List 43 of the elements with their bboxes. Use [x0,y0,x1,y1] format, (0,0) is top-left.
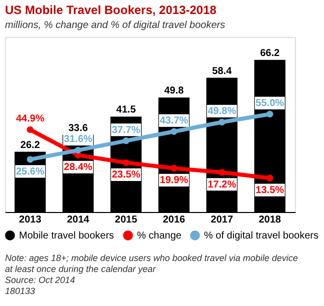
point [170,164,178,172]
data-label: 25.6% [16,166,44,178]
data-label: 19.9% [160,175,188,186]
point [266,174,274,182]
data-label: 33.6 [68,122,88,134]
data-label: 13.5% [256,185,284,196]
x-tick-label: 2015 [114,214,138,226]
legend-label: Mobile travel bookers [19,230,114,242]
data-label: 58.4 [212,66,232,77]
point [74,146,82,154]
source-note: Source: Oct 2014 [5,275,76,285]
data-label: 43.7% [160,116,188,127]
chart-title: US Mobile Travel Bookers, 2013-2018 [5,3,217,17]
point [218,169,226,176]
point [26,126,34,134]
text: Note: ages 18+; mobile device users who booked travel via mobile device at least once during the calendar year [5,253,298,274]
data-label: 41.5 [116,104,136,116]
x-tick-label: 2018 [258,214,282,226]
legend-label: % change [137,230,182,242]
data-label: 44.9% [16,114,44,125]
point [122,159,130,166]
data-label: 37.7% [112,124,140,136]
data-label: 26.2 [20,140,40,151]
data-label: 23.5% [112,170,140,181]
data-label: 17.2% [208,179,236,190]
point [26,156,34,163]
legend-label: % of digital travel bookers [204,230,319,242]
data-label: 66.2 [260,48,280,59]
x-tick-label: 2014 [66,214,90,226]
point [218,118,226,126]
chart-subtitle: millions, % change and % of digital travel bookers [5,20,226,31]
data-label: 49.8 [164,86,184,97]
text: 180133 [5,286,36,296]
data-label: 55.0% [256,98,284,110]
x-tick-label: 2017 [210,214,234,226]
point [122,137,130,144]
data-label: 28.4% [64,162,92,174]
data-label: 31.6% [64,134,92,146]
point [266,110,274,118]
data-label: 49.8% [208,106,236,118]
point [170,128,178,135]
x-tick-label: 2016 [162,214,186,226]
x-tick-label: 2013 [19,214,42,226]
